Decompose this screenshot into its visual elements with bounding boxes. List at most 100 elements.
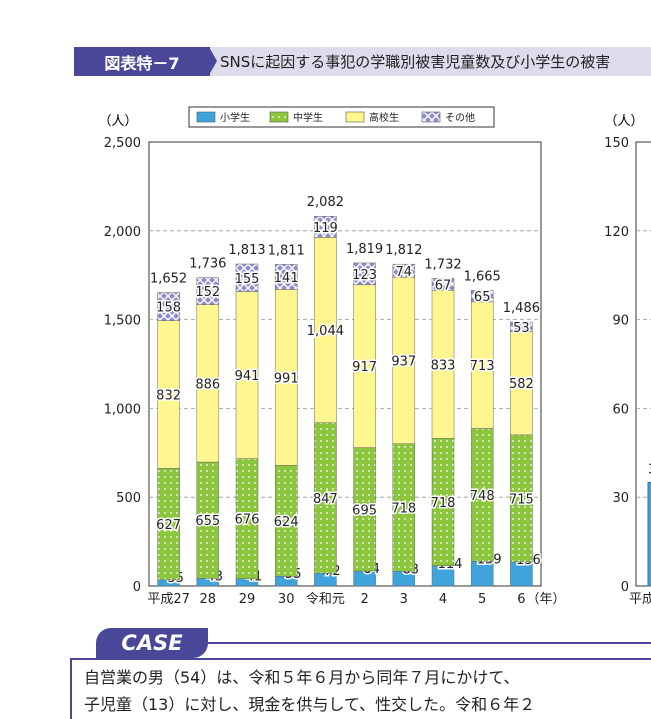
data-label-high-school: 713 bbox=[470, 359, 495, 374]
total-label: 1,736 bbox=[189, 257, 226, 272]
x-tick-label: 30 bbox=[278, 592, 295, 607]
case-divider bbox=[208, 642, 651, 644]
data-label-other: 123 bbox=[352, 268, 377, 283]
side-y-tick-label: 30 bbox=[612, 491, 629, 506]
y-tick-label: 1,000 bbox=[104, 402, 141, 417]
data-label-high-school: 582 bbox=[509, 377, 534, 392]
legend-box bbox=[188, 106, 495, 128]
legend: 小学生 中学生 高校生 その他 bbox=[188, 106, 495, 128]
side-y-axis-unit: （人） bbox=[604, 114, 643, 129]
case-section: CASE 自営業の男（54）は、令和５年６月から同年７月にかけて、 子児童（13… bbox=[0, 626, 651, 719]
y-tick-label: 2,500 bbox=[104, 136, 141, 151]
x-tick-label: 5 bbox=[478, 592, 486, 607]
total-label: 1,811 bbox=[268, 243, 305, 258]
data-label-other: 53 bbox=[513, 321, 530, 336]
legend-label-junior-high: 中学生 bbox=[293, 111, 323, 124]
legend-label-elementary: 小学生 bbox=[220, 111, 250, 124]
side-y-tick-label: 120 bbox=[604, 225, 629, 240]
legend-label-other: その他 bbox=[445, 111, 475, 124]
data-label-other: 119 bbox=[313, 221, 338, 236]
side-bar-elementary bbox=[647, 481, 651, 587]
total-label: 1,819 bbox=[346, 242, 383, 257]
x-tick-label: 29 bbox=[239, 592, 256, 607]
x-tick-label: 28 bbox=[200, 592, 217, 607]
figure-title: SNSに起因する事犯の学職別被害児童数及び小学生の被害 bbox=[210, 47, 651, 76]
side-y-tick-label: 60 bbox=[612, 402, 629, 417]
bar-segment-other bbox=[157, 292, 180, 321]
bar-segment-other bbox=[274, 264, 298, 290]
bar-segment-other bbox=[510, 321, 533, 332]
data-label-junior-high: 624 bbox=[274, 515, 299, 530]
bar-segment-other bbox=[431, 278, 455, 291]
legend-swatch-other bbox=[421, 111, 441, 123]
data-label-high-school: 832 bbox=[156, 389, 181, 404]
bar-segment-other bbox=[353, 262, 376, 286]
data-label-other: 74 bbox=[396, 265, 413, 280]
total-label: 1,652 bbox=[150, 272, 187, 287]
x-axis-unit: （年） bbox=[526, 592, 565, 607]
total-label: 1,732 bbox=[424, 257, 461, 272]
bar-segment-other bbox=[196, 277, 220, 305]
data-label-other: 141 bbox=[274, 271, 299, 286]
x-tick-label: 平成27 bbox=[147, 592, 190, 607]
data-label-junior-high: 718 bbox=[391, 502, 416, 517]
data-label-high-school: 937 bbox=[391, 355, 416, 370]
data-label-junior-high: 718 bbox=[431, 496, 456, 511]
x-tick-label: 令和元 bbox=[306, 592, 345, 607]
data-label-high-school: 941 bbox=[235, 369, 260, 384]
side-data-label: 3 bbox=[648, 462, 651, 477]
legend-swatch-elementary bbox=[196, 111, 216, 123]
bar-segment-other bbox=[314, 215, 337, 238]
total-label: 1,665 bbox=[464, 269, 501, 284]
y-tick-label: 0 bbox=[133, 580, 141, 595]
case-line-2: 子児童（13）に対し、現金を供与して、性交した。令和６年２ bbox=[84, 695, 536, 714]
legend-swatch-high-school bbox=[345, 111, 365, 123]
data-label-junior-high: 676 bbox=[235, 513, 260, 528]
data-label-junior-high: 655 bbox=[195, 514, 220, 529]
side-y-tick-label: 150 bbox=[604, 136, 629, 151]
total-label: 1,812 bbox=[385, 243, 422, 258]
data-label-junior-high: 847 bbox=[313, 492, 338, 507]
data-label-other: 152 bbox=[195, 285, 220, 300]
data-label-other: 155 bbox=[235, 272, 260, 287]
data-label-junior-high: 748 bbox=[470, 489, 495, 504]
data-label-junior-high: 695 bbox=[352, 503, 377, 518]
y-tick-label: 2,000 bbox=[104, 225, 141, 240]
data-label-other: 67 bbox=[435, 278, 452, 293]
bar-segment-other bbox=[392, 263, 416, 278]
bar-segment-other bbox=[470, 290, 494, 303]
bar-segment-other bbox=[235, 263, 259, 292]
stacked-bar-chart: 0 500 1,000 1,500 2,000 2,500 （人） 小学生 中学生 高校生 その他 3… bbox=[98, 106, 651, 607]
x-tick-label: 4 bbox=[439, 592, 447, 607]
data-label-junior-high: 715 bbox=[509, 492, 534, 507]
legend-swatch-junior-high bbox=[269, 111, 289, 123]
case-label: CASE bbox=[96, 628, 208, 658]
data-label-other: 65 bbox=[474, 290, 491, 305]
y-tick-label: 500 bbox=[116, 491, 141, 506]
x-tick-label: 2 bbox=[360, 592, 368, 607]
side-y-tick-label: 0 bbox=[621, 580, 629, 595]
y-tick-label: 1,500 bbox=[104, 314, 141, 329]
data-label-high-school: 1,044 bbox=[307, 324, 344, 339]
case-line-1: 自営業の男（54）は、令和５年６月から同年７月にかけて、 bbox=[84, 668, 520, 687]
total-label: 1,486 bbox=[503, 301, 540, 316]
figure-header: 図表特－7 SNSに起因する事犯の学職別被害児童数及び小学生の被害 bbox=[74, 47, 651, 76]
data-label-high-school: 991 bbox=[274, 371, 299, 386]
data-label-high-school: 833 bbox=[431, 358, 456, 373]
data-label-high-school: 917 bbox=[352, 360, 377, 375]
figure-number: 図表特－7 bbox=[74, 47, 210, 76]
total-label: 2,082 bbox=[307, 195, 344, 210]
case-text: 自営業の男（54）は、令和５年６月から同年７月にかけて、 子児童（13）に対し、… bbox=[84, 664, 647, 718]
legend-label-high-school: 高校生 bbox=[369, 111, 399, 124]
data-label-high-school: 886 bbox=[195, 377, 220, 392]
side-x-tick-label: 平成 bbox=[629, 592, 651, 607]
